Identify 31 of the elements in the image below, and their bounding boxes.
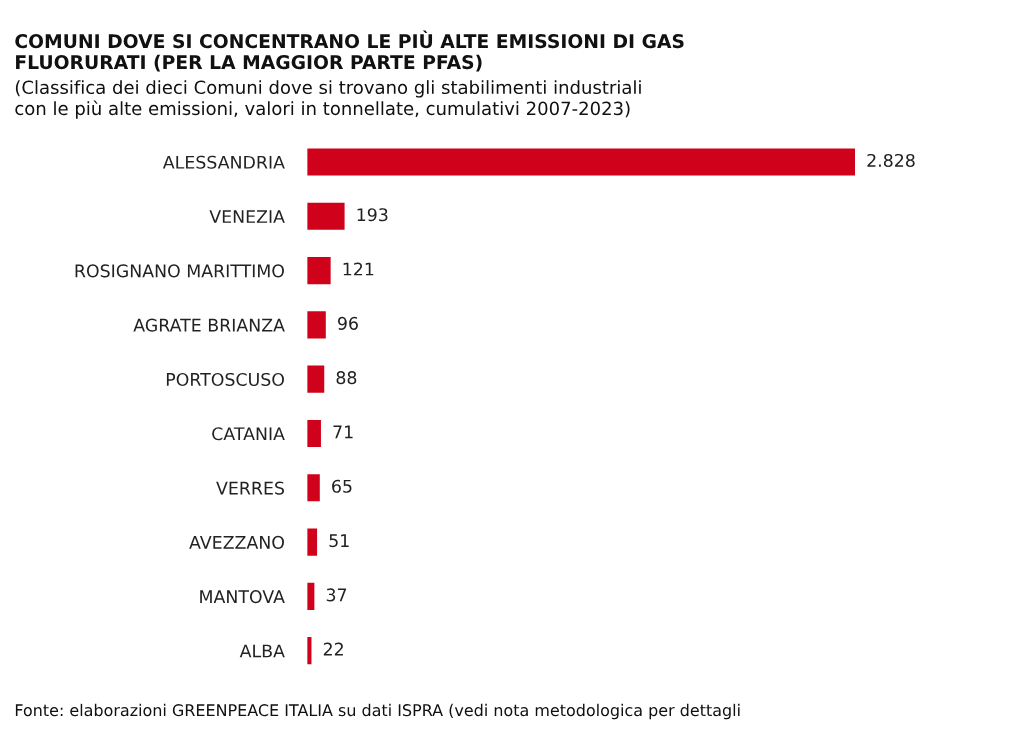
y-tick-label: ALBA — [239, 644, 285, 658]
y-tick-label: VENEZIA — [209, 210, 285, 223]
data-label: 51 — [329, 534, 349, 548]
data-label: 193 — [357, 208, 388, 222]
source-note: Fonte: elaborazioni GREENPEACE ITALIA su dati ISPRA (vedi nota metodologica per dettagli — [15, 703, 740, 720]
y-tick-label: AGRATE BRIANZA — [133, 318, 285, 332]
chart-title: COMUNI DOVE SI CONCENTRANO LE PIÙ ALTE EMISSIONI DI GAS FLUORURATI (PER LA MAGGIOR PARTE PFAS) — [15, 30, 684, 72]
data-label: 71 — [333, 425, 353, 439]
data-label: 65 — [332, 479, 352, 493]
y-tick-label: VERRES — [216, 481, 285, 495]
y-tick-label: CATANIA — [212, 427, 285, 441]
y-tick-label: MANTOVA — [200, 590, 285, 604]
data-label: 22 — [323, 642, 343, 656]
y-tick-label: ALESSANDRIA — [162, 155, 285, 169]
data-label: 37 — [326, 588, 347, 602]
bar — [307, 148, 856, 176]
bar — [307, 202, 345, 230]
data-label: 2.828 — [867, 153, 915, 168]
bar — [307, 365, 325, 393]
chart-subtitle: (Classifica dei dieci Comuni dove si trovano gli stabilimenti industriali con le più alte emissioni, valori in tonnellate, cumulativi 2007-2023) — [15, 80, 641, 119]
bar — [307, 311, 326, 339]
bar — [307, 419, 321, 448]
data-label: 88 — [336, 371, 357, 385]
bar — [307, 528, 318, 556]
data-label: 121 — [343, 262, 374, 276]
bar — [307, 474, 320, 502]
y-tick-label: AVEZZANO — [189, 535, 284, 549]
y-tick-label: ROSIGNANO MARITTIMO — [75, 264, 284, 278]
data-label: 96 — [338, 316, 358, 330]
y-tick-label: PORTOSCUSO — [166, 372, 284, 387]
bar — [307, 257, 331, 285]
